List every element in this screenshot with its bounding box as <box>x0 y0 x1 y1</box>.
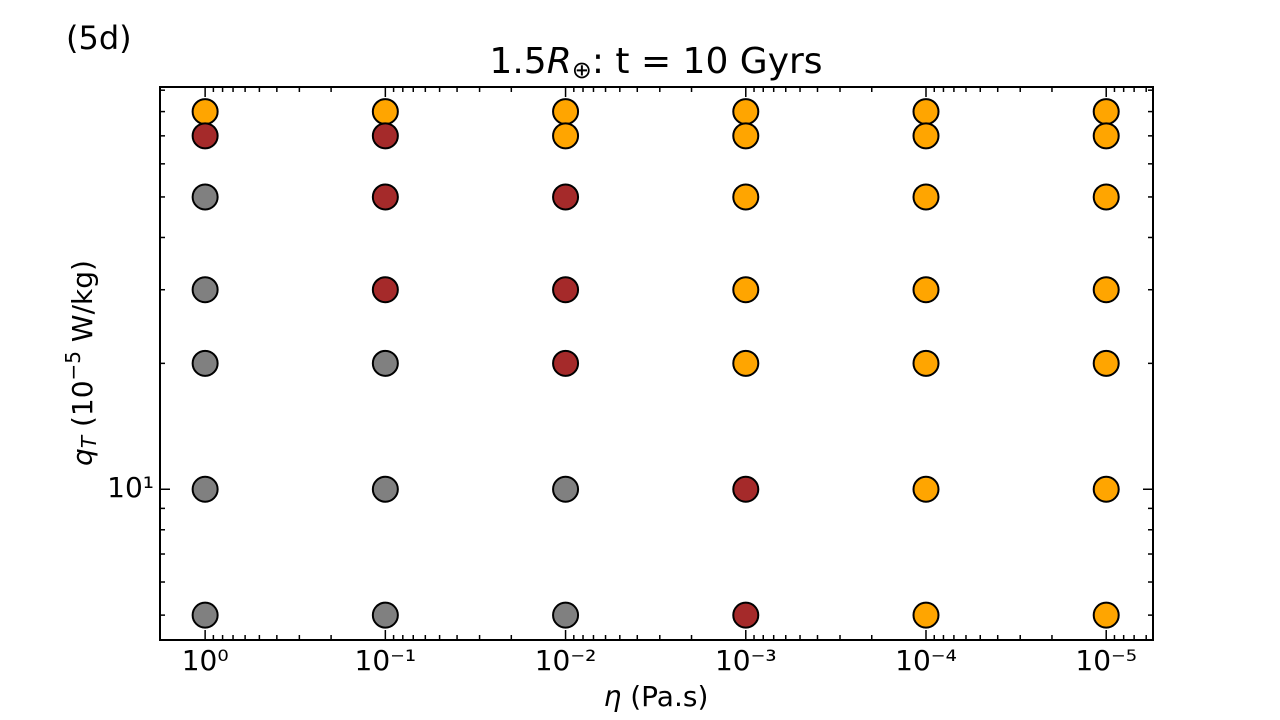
scatter-point <box>191 183 219 211</box>
x-tick-label: 10⁰ <box>182 644 229 677</box>
scatter-point <box>191 276 219 304</box>
scatter-point <box>912 276 940 304</box>
y-label-part: (10 <box>66 380 99 435</box>
scatter-point <box>732 349 760 377</box>
title-part: ⊕ <box>572 56 592 84</box>
scatter-point <box>552 475 580 503</box>
scatter-point <box>912 475 940 503</box>
title-part: R <box>547 41 572 82</box>
x-axis-label: η (Pa.s) <box>604 680 709 713</box>
scatter-point <box>912 601 940 629</box>
y-tick-label: 10¹ <box>107 471 154 504</box>
scatter-point <box>552 349 580 377</box>
scatter-point <box>552 276 580 304</box>
scatter-point <box>371 122 399 150</box>
chart-title: 1.5R⊕: t = 10 Gyrs <box>489 41 822 84</box>
scatter-point <box>732 98 760 126</box>
scatter-point <box>912 98 940 126</box>
title-part: : t = 10 Gyrs <box>592 41 823 82</box>
scatter-point <box>912 183 940 211</box>
scatter-point <box>912 349 940 377</box>
scatter-point <box>732 122 760 150</box>
x-tick-label: 10⁻³ <box>715 644 777 677</box>
scatter-point <box>1092 98 1120 126</box>
scatter-point <box>191 98 219 126</box>
scatter-point <box>1092 276 1120 304</box>
x-label-part: (Pa.s) <box>621 680 708 713</box>
scatter-point <box>1092 183 1120 211</box>
scatter-point <box>552 98 580 126</box>
y-label-part: −5 <box>61 351 85 380</box>
scatter-point <box>371 475 399 503</box>
scatter-point <box>191 349 219 377</box>
scatter-point <box>1092 601 1120 629</box>
scatter-point <box>552 183 580 211</box>
scatter-point <box>371 276 399 304</box>
scatter-point <box>732 475 760 503</box>
scatter-point <box>191 601 219 629</box>
scatter-point <box>912 122 940 150</box>
x-label-part: η <box>604 680 622 713</box>
scatter-point <box>732 601 760 629</box>
scatter-point <box>1092 122 1120 150</box>
scatter-point <box>371 98 399 126</box>
scatter-point <box>191 475 219 503</box>
plot-frame <box>159 86 1154 641</box>
title-part: 1.5 <box>489 41 546 82</box>
scatter-point <box>552 601 580 629</box>
x-tick-label: 10⁻² <box>535 644 597 677</box>
x-tick-label: 10⁻⁵ <box>1075 644 1137 677</box>
y-label-part: T <box>77 434 101 448</box>
scatter-point <box>191 122 219 150</box>
scatter-point <box>1092 475 1120 503</box>
y-label-part: W/kg) <box>66 260 99 351</box>
scatter-point <box>732 183 760 211</box>
x-tick-label: 10⁻⁴ <box>895 644 957 677</box>
y-axis-label: qT (10−5 W/kg) <box>61 260 101 466</box>
scatter-point <box>371 183 399 211</box>
y-label-part: q <box>66 448 99 466</box>
scatter-point <box>552 122 580 150</box>
scatter-point <box>1092 349 1120 377</box>
scatter-point <box>732 276 760 304</box>
scatter-point <box>371 601 399 629</box>
scatter-point <box>371 349 399 377</box>
panel-label: (5d) <box>66 19 132 57</box>
x-tick-label: 10⁻¹ <box>355 644 417 677</box>
